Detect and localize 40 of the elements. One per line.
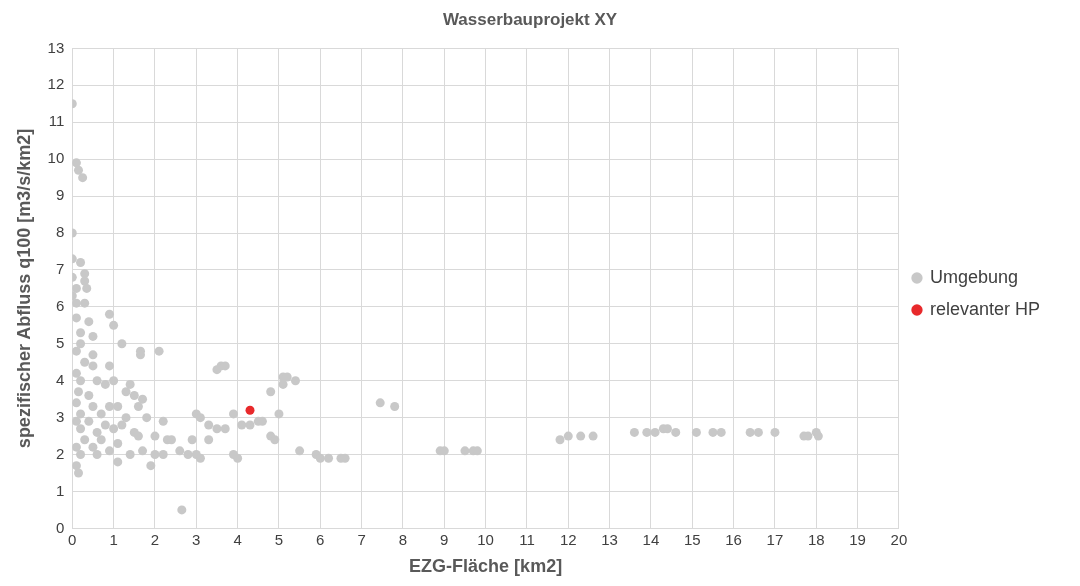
x-tick-label: 9 xyxy=(440,530,449,548)
x-tick-label: 10 xyxy=(477,530,494,548)
x-tick-label: 8 xyxy=(398,530,408,548)
x-tick-label: 2 xyxy=(150,530,160,548)
x-tick-label: 4 xyxy=(233,530,242,548)
y-tick-label: 13 xyxy=(47,38,65,56)
y-tick-label: 1 xyxy=(55,481,65,499)
x-tick-label: 12 xyxy=(559,530,577,548)
x-tick-label: 0 xyxy=(68,530,77,548)
x-tick-label: 20 xyxy=(890,530,908,548)
y-tick-label: 9 xyxy=(55,186,65,204)
x-axis-title: EZG-Fläche [km2] xyxy=(409,556,563,577)
x-tick-label: 3 xyxy=(192,530,201,548)
y-tick-label: 3 xyxy=(55,407,65,425)
y-axis-title: spezifischer Abfluss q100 [m3/s/km2] xyxy=(13,128,34,449)
x-tick-label: 5 xyxy=(274,530,284,548)
legend-label: relevanter HP xyxy=(929,298,1041,319)
x-tick-label: 11 xyxy=(519,530,535,548)
x-tick-label: 6 xyxy=(316,530,325,548)
chart-title: Wasserbauprojekt XY xyxy=(442,9,618,29)
y-tick-label: 12 xyxy=(47,75,65,93)
x-tick-label: 15 xyxy=(683,530,701,548)
y-tick-label: 5 xyxy=(55,333,65,351)
x-tick-label: 19 xyxy=(849,530,866,548)
x-tick-label: 18 xyxy=(807,530,825,548)
legend-label: Umgebung xyxy=(929,266,1019,287)
y-tick-label: 7 xyxy=(55,260,65,278)
x-tick-label: 1 xyxy=(109,530,118,548)
x-tick-label: 7 xyxy=(357,530,366,548)
y-tick-label: 10 xyxy=(47,149,65,167)
y-tick-label: 11 xyxy=(48,112,65,130)
y-tick-label: 2 xyxy=(55,444,65,462)
y-tick-label: 4 xyxy=(55,370,65,388)
x-tick-label: 13 xyxy=(601,530,618,548)
y-tick-label: 6 xyxy=(55,297,65,314)
x-tick-label: 17 xyxy=(766,530,784,548)
x-tick-label: 14 xyxy=(642,530,660,548)
y-tick-label: 8 xyxy=(55,223,65,241)
x-tick-label: 16 xyxy=(725,530,742,548)
y-tick-label: 0 xyxy=(55,518,65,536)
